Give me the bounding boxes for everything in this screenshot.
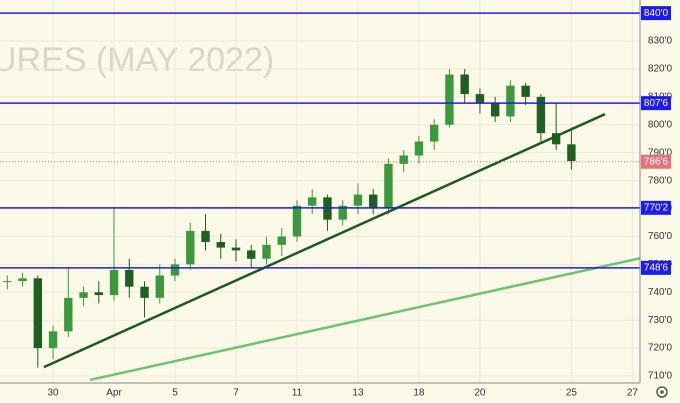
x-tick-label: Apr xyxy=(106,388,122,399)
candle-body xyxy=(353,194,363,206)
candle-body xyxy=(551,133,561,145)
candle-body xyxy=(125,269,134,287)
candle-body xyxy=(155,275,164,298)
candle-body xyxy=(277,236,286,245)
last-price-bg xyxy=(641,154,671,169)
x-tick-label: 13 xyxy=(352,388,364,399)
candle-body xyxy=(64,297,73,332)
candle-body xyxy=(201,230,210,243)
y-tick-label: 790'0 xyxy=(648,147,673,158)
y-tick-label: 740'0 xyxy=(648,287,673,298)
x-tick-label: 7 xyxy=(233,388,239,399)
level-label: 770'2 xyxy=(644,202,669,213)
candle-body xyxy=(18,278,27,282)
y-tick-label: 780'0 xyxy=(648,175,673,186)
candle-body xyxy=(231,247,241,251)
candle-body xyxy=(140,286,149,298)
trendline xyxy=(89,256,641,382)
level-label-bg xyxy=(641,96,671,111)
y-tick-label: 710'0 xyxy=(648,371,673,382)
candle-body xyxy=(94,292,103,296)
x-tick-label: 11 xyxy=(292,388,303,399)
candle-body xyxy=(567,144,576,162)
candle-body xyxy=(79,292,88,298)
candle-body xyxy=(475,94,485,103)
x-tick-label: 20 xyxy=(474,388,486,399)
candle-body xyxy=(262,244,271,259)
x-tick-label: 30 xyxy=(47,388,59,399)
candle-body xyxy=(216,242,225,248)
watermark: URES (MAY 2022) xyxy=(0,41,274,79)
level-label-bg xyxy=(641,6,671,21)
candle-body xyxy=(338,205,347,220)
level-label-bg xyxy=(641,200,671,215)
candle-body xyxy=(247,250,256,259)
candle-body xyxy=(521,85,530,97)
level-label: 807'6 xyxy=(644,98,669,109)
x-tick-label: 18 xyxy=(413,388,425,399)
candle-body xyxy=(3,281,12,283)
candle-body xyxy=(536,96,546,134)
y-tick-label: 820'0 xyxy=(648,64,673,75)
candle-body xyxy=(490,102,500,117)
level-label: 840'0 xyxy=(644,8,669,19)
candle-body xyxy=(506,85,515,117)
x-tick-label: 5 xyxy=(172,388,178,399)
trendline xyxy=(43,113,606,369)
candle-body xyxy=(308,197,317,206)
candle-body xyxy=(33,278,43,349)
y-tick-label: 730'0 xyxy=(648,315,673,326)
gear-center[interactable] xyxy=(660,390,664,394)
y-tick-label: 800'0 xyxy=(648,119,673,130)
candle-body xyxy=(292,205,302,237)
candle-body xyxy=(48,331,58,349)
candle-body xyxy=(399,155,408,164)
candle-body xyxy=(369,194,378,209)
candle-body xyxy=(414,141,424,156)
y-tick-label: 830'0 xyxy=(648,36,673,47)
candle-body xyxy=(429,124,439,142)
x-tick-label: 25 xyxy=(566,388,578,399)
last-price-label: 786'6 xyxy=(644,156,669,167)
candle-body xyxy=(186,230,195,265)
settings-icon[interactable] xyxy=(656,386,668,398)
level-label: 748'6 xyxy=(644,262,669,273)
candle-body xyxy=(460,74,469,95)
candle-body xyxy=(384,163,393,209)
candle-body xyxy=(445,74,454,125)
candle-body xyxy=(109,269,119,296)
x-tick-label: 27 xyxy=(627,388,639,399)
y-tick-label: 760'0 xyxy=(648,231,673,242)
y-tick-label: 720'0 xyxy=(648,343,673,354)
level-label-bg xyxy=(641,260,671,275)
candle-body xyxy=(170,264,180,276)
gear[interactable] xyxy=(656,386,668,398)
